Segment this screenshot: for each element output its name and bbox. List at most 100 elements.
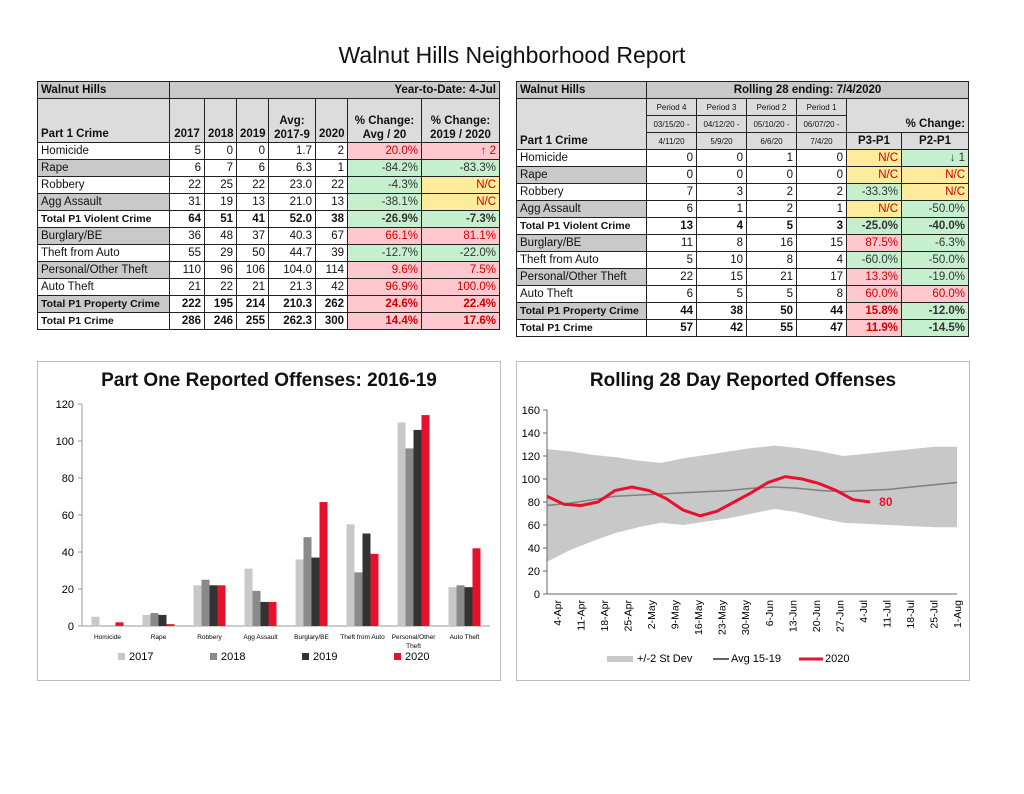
ytd-area-label: Walnut Hills <box>37 81 170 99</box>
y-tick-label: 120 <box>56 399 74 411</box>
rolling-cell: -12.0% <box>900 302 970 320</box>
legend-swatch-band <box>607 656 633 662</box>
category-label: Rape <box>151 634 167 641</box>
rolling-row: Total P1 Property Crime 44 38 50 44 15.8% -12.… <box>516 302 970 320</box>
rolling-cell: 4 <box>696 217 747 235</box>
ytd-cell: 81.1% <box>421 227 500 245</box>
bar-chart-panel: Part One Reported Offenses: 2016-19 0 20 4… <box>37 361 501 681</box>
y-tick-label: 140 <box>522 428 540 440</box>
period-4-from: 03/15/20 - <box>646 115 697 133</box>
legend-label-2017: 2017 <box>129 651 153 663</box>
ytd-row: Total P1 Violent Crime 64 51 41 52.0 38 -26.9%… <box>37 210 500 228</box>
ytd-col-2017: 2017 <box>169 98 205 143</box>
rolling-chart-panel: Rolling 28 Day Reported Offenses 0 20 40 60… <box>516 361 970 681</box>
bar-2019 <box>209 585 218 626</box>
ytd-cell: 96.9% <box>347 278 422 296</box>
rolling-cell: 7 <box>646 183 697 201</box>
ytd-cell: -12.7% <box>347 244 422 262</box>
rolling-table: Walnut Hills Rolling 28 ending: 7/4/2020… <box>516 81 970 337</box>
rolling-change-label: % Change: <box>845 98 970 133</box>
ytd-cell: 7.5% <box>421 261 500 279</box>
ytd-row: Theft from Auto 55 29 50 44.7 39 -12.7% -22.0% <box>37 244 500 262</box>
bar-2020 <box>472 548 481 626</box>
bar-2020 <box>421 415 430 626</box>
category-label: Theft from Auto <box>340 634 385 641</box>
legend-label-2019: 2019 <box>313 651 337 663</box>
rolling-cell: 44 <box>646 302 697 320</box>
rolling-row-label: Auto Theft <box>516 285 647 303</box>
bar-2019 <box>413 429 422 626</box>
rolling-cell: 15 <box>796 234 847 252</box>
bar-2020 <box>319 502 328 626</box>
report-title: Walnut Hills Neighborhood Report <box>338 42 686 68</box>
rolling-cell: 87.5% <box>846 234 902 252</box>
bar-2018 <box>405 448 414 626</box>
rolling-row-label: Rape <box>516 166 647 184</box>
legend-label-band: +/-2 St Dev <box>637 653 693 665</box>
ytd-cell: 42 <box>315 278 348 296</box>
rolling-cell: N/C <box>846 200 902 218</box>
ytd-cell: 64 <box>169 210 205 228</box>
ytd-row: Burglary/BE 36 48 37 40.3 67 66.1% 81.1% <box>37 227 500 245</box>
ytd-cell: 21 <box>236 278 269 296</box>
rolling-cell: 0 <box>746 166 797 184</box>
ytd-cell: 22 <box>236 176 269 194</box>
bar-2017 <box>397 422 406 626</box>
y-tick-label: 100 <box>56 436 74 448</box>
legend-label-2020: 2020 <box>405 651 429 663</box>
rolling-cell: 17 <box>796 268 847 286</box>
ytd-cell: 39 <box>315 244 348 262</box>
ytd-cell: 222 <box>169 295 205 313</box>
rolling-cell: 2 <box>746 200 797 218</box>
rolling-cell: 6 <box>646 285 697 303</box>
ytd-cell: ↑ 2 <box>421 142 500 160</box>
ytd-row: Personal/Other Theft 110 96 106 104.0 114 9.6%… <box>37 261 500 279</box>
ytd-cell: 55 <box>169 244 205 262</box>
ytd-cell: -84.2% <box>347 159 422 177</box>
x-tick-label: 25-Jul <box>928 600 940 629</box>
y-tick-label: 40 <box>62 547 74 559</box>
bar-2017 <box>346 524 355 626</box>
rolling-col-crime: Part 1 Crime <box>516 98 647 150</box>
bar-2017 <box>91 616 100 626</box>
ytd-cell: 22 <box>204 278 237 296</box>
ytd-header: Year-to-Date: 4-Jul <box>169 81 500 99</box>
bar-2018 <box>303 537 312 626</box>
rolling-cell: 6 <box>646 200 697 218</box>
rolling-cell: 0 <box>646 166 697 184</box>
y-tick-label: 80 <box>62 473 74 485</box>
line-2020 <box>546 475 871 518</box>
rolling-cell: -19.0% <box>900 268 970 286</box>
x-tick-label: 4-Jul <box>858 600 870 623</box>
period-3-name: Period 3 <box>696 98 747 116</box>
ytd-row-label: Homicide <box>37 142 170 160</box>
bar-2018 <box>150 613 159 626</box>
ytd-cell: 29 <box>204 244 237 262</box>
ytd-col-2019: 2019 <box>236 98 269 143</box>
rolling-cell: N/C <box>900 166 970 184</box>
ytd-cell: 13 <box>315 193 348 211</box>
ytd-cell: 40.3 <box>268 227 316 245</box>
rolling-cell: 5 <box>696 285 747 303</box>
rolling-cell: 1 <box>696 200 747 218</box>
rolling-cell: 5 <box>646 251 697 269</box>
rolling-cell: 13 <box>646 217 697 235</box>
y-tick-label: 40 <box>528 543 540 555</box>
ytd-row: Homicide 5 0 0 1.7 2 20.0% ↑ 2 <box>37 142 500 160</box>
y-tick-label: 60 <box>62 510 74 522</box>
period-3-from: 04/12/20 - <box>696 115 747 133</box>
ytd-row: Agg Assault 31 19 13 21.0 13 -38.1% N/C <box>37 193 500 211</box>
rolling-col-p2p1: P2-P1 <box>900 132 970 150</box>
legend-swatch-2018 <box>210 653 217 660</box>
rolling-row-label: Burglary/BE <box>516 234 647 252</box>
x-tick-label: 13-Jun <box>787 600 799 632</box>
ytd-row: Robbery 22 25 22 23.0 22 -4.3% N/C <box>37 176 500 194</box>
bar-2018 <box>354 572 363 626</box>
ytd-cell: -83.3% <box>421 159 500 177</box>
bar-2018 <box>201 579 210 626</box>
ytd-col-avg: Avg: 2017-9 <box>268 98 316 143</box>
rolling-cell: 1 <box>746 149 797 167</box>
rolling-cell: 38 <box>696 302 747 320</box>
rolling-cell: 47 <box>796 319 847 337</box>
period-2-from: 05/10/20 - <box>746 115 797 133</box>
